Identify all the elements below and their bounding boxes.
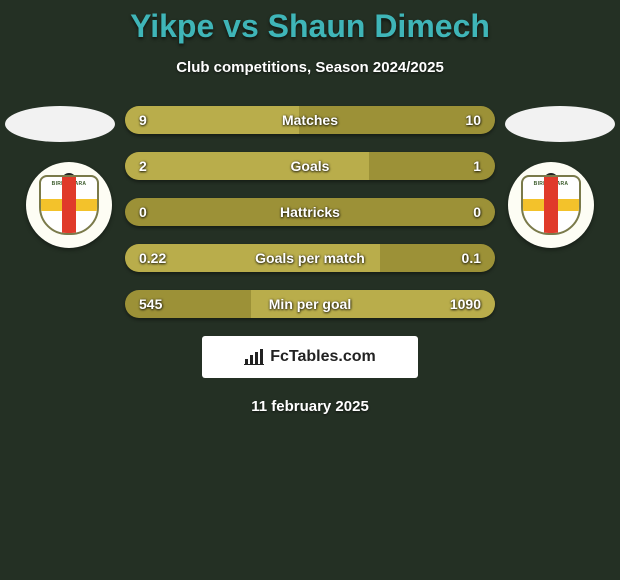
- comparison-area: BIRKIRKARA BIRKIRKARA 910Matches 21Goals 0…: [0, 106, 620, 415]
- player-left-placeholder: [5, 106, 115, 142]
- stat-bars: 910Matches 21Goals 00Hattricks 0.220.1Goals…: [125, 106, 495, 318]
- stat-label: Matches: [125, 106, 495, 134]
- stat-label: Goals per match: [125, 244, 495, 272]
- stat-label: Hattricks: [125, 198, 495, 226]
- stat-label: Goals: [125, 152, 495, 180]
- stat-row: 5451090Min per goal: [125, 290, 495, 318]
- date-text: 11 february 2025: [0, 398, 620, 415]
- club-badge-right: BIRKIRKARA: [508, 162, 594, 248]
- shield-icon: BIRKIRKARA: [521, 175, 581, 235]
- shield-icon: BIRKIRKARA: [39, 175, 99, 235]
- page-title: Yikpe vs Shaun Dimech: [0, 0, 620, 45]
- watermark-text: FcTables.com: [270, 348, 376, 366]
- stat-row: 21Goals: [125, 152, 495, 180]
- player-right-placeholder: [505, 106, 615, 142]
- bar-chart-icon: [244, 349, 264, 365]
- stat-row: 910Matches: [125, 106, 495, 134]
- stat-row: 00Hattricks: [125, 198, 495, 226]
- stat-row: 0.220.1Goals per match: [125, 244, 495, 272]
- stat-label: Min per goal: [125, 290, 495, 318]
- watermark: FcTables.com: [202, 336, 418, 378]
- subtitle: Club competitions, Season 2024/2025: [0, 59, 620, 76]
- club-badge-left: BIRKIRKARA: [26, 162, 112, 248]
